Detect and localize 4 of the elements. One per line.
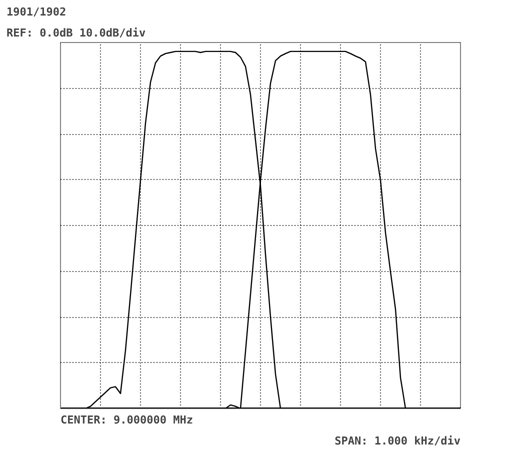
text: SPAN: 1.000 kHz/div (334, 434, 461, 448)
chart-title: 1901/1902 (6, 6, 66, 18)
text: CENTER: 9.000000 MHz (60, 414, 193, 426)
chart-subtitle: REF: 0.0dB 10.0dB/div (6, 26, 146, 40)
